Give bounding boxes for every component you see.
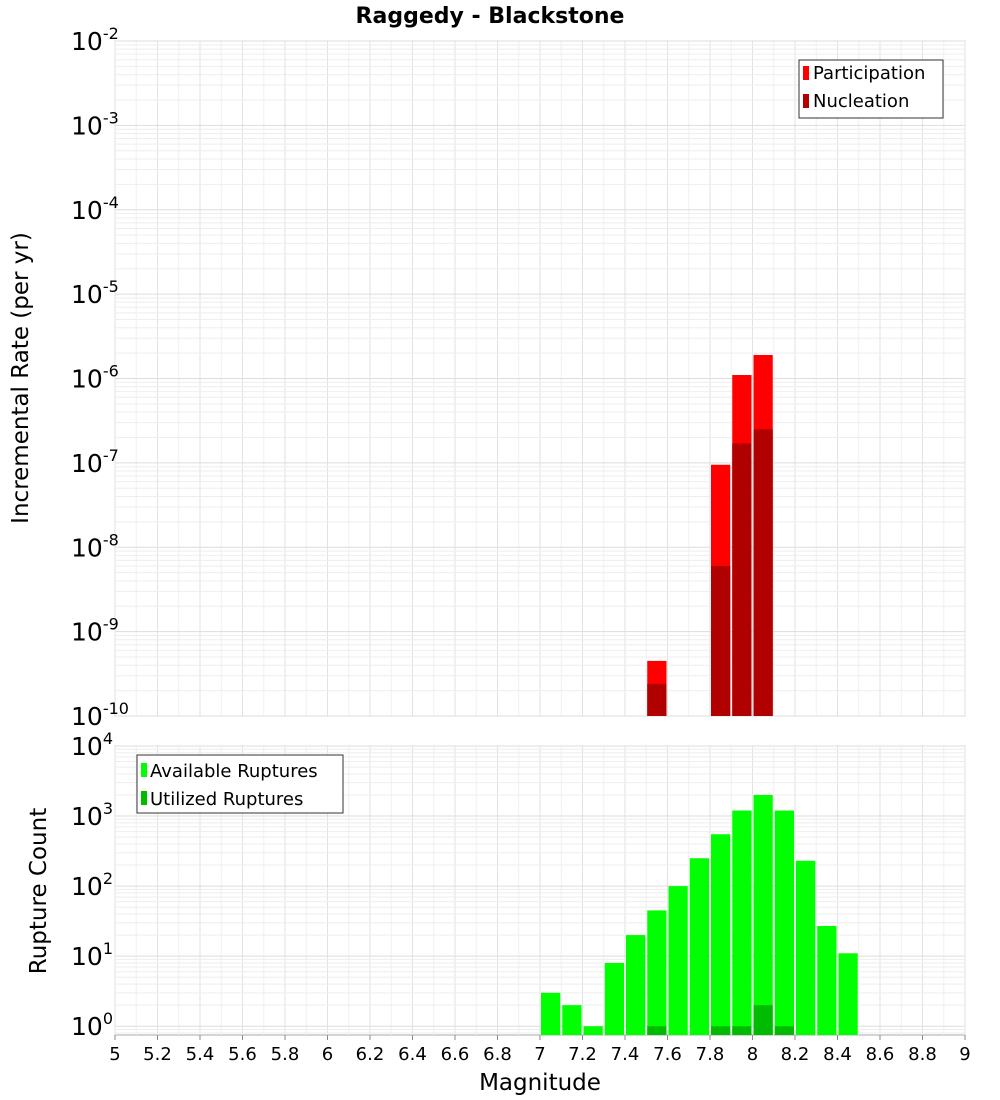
x-tick-label: 8.6 [866, 1044, 895, 1065]
count-legend: Available Ruptures Utilized Ruptures [136, 754, 344, 814]
x-tick-label: 5.2 [143, 1044, 172, 1065]
count-bar-available-ruptures-7.65 [668, 886, 688, 1035]
x-tick-label: 7 [534, 1044, 545, 1065]
x-tick-label: 6.6 [441, 1044, 470, 1065]
rate-y-tick-label: 10-8 [71, 530, 119, 562]
rate-legend: Participation Nucleation [798, 59, 944, 119]
x-tick-label: 9 [959, 1044, 970, 1065]
legend-swatch-nucleation [803, 94, 809, 108]
count-y-tick-label: 102 [71, 869, 113, 901]
count-bar-utilized-ruptures-8.15 [774, 1026, 794, 1035]
rate-bar-nucleation-7.95 [732, 443, 752, 716]
rate-y-tick-label: 10-10 [71, 699, 129, 731]
x-tick-label: 5 [109, 1044, 120, 1065]
rate-y-tick-label: 10-4 [71, 193, 119, 225]
x-tick-label: 7.2 [568, 1044, 597, 1065]
count-y-tick-label: 100 [71, 1009, 113, 1041]
count-y-tick-label: 103 [71, 799, 113, 831]
count-bar-available-ruptures-7.05 [541, 992, 561, 1035]
x-tick-label: 6.8 [483, 1044, 512, 1065]
x-tick-label: 5.4 [186, 1044, 215, 1065]
x-tick-label: 6 [322, 1044, 333, 1065]
count-bar-utilized-ruptures-8.05 [753, 1005, 773, 1035]
legend-label-available: Available Ruptures [150, 761, 318, 782]
count-bar-available-ruptures-7.75 [689, 858, 709, 1035]
count-bar-utilized-ruptures-7.95 [732, 1026, 752, 1035]
legend-label-utilized: Utilized Ruptures [150, 789, 303, 810]
rate-y-axis-label: Incremental Rate (per yr) [8, 232, 34, 524]
x-tick-label: 5.6 [228, 1044, 257, 1065]
legend-label-participation: Participation [813, 63, 925, 84]
legend-swatch-participation [803, 66, 809, 80]
x-axis-label: Magnitude [479, 1070, 601, 1096]
rate-y-tick-label: 10-7 [71, 446, 119, 478]
x-tick-label: 7.8 [696, 1044, 725, 1065]
count-bar-available-ruptures-7.55 [647, 910, 667, 1035]
count-bar-available-ruptures-7.25 [583, 1026, 603, 1035]
rate-bar-nucleation-7.55 [647, 683, 667, 716]
x-tick-label: 8.8 [908, 1044, 937, 1065]
x-tick-label: 8 [747, 1044, 758, 1065]
x-tick-label: 7.4 [611, 1044, 640, 1065]
count-bar-available-ruptures-8.15 [774, 810, 794, 1035]
count-bar-available-ruptures-7.95 [732, 810, 752, 1035]
count-y-axis-label: Rupture Count [26, 808, 52, 974]
rate-y-tick-label: 10-5 [71, 277, 119, 309]
rate-y-tick-label: 10-6 [71, 362, 119, 394]
chart-title: Raggedy - Blackstone [356, 4, 625, 29]
rate-bar-nucleation-7.85 [711, 565, 731, 716]
rate-y-tick-label: 10-2 [71, 24, 119, 56]
rate-y-tick-label: 10-9 [71, 615, 119, 647]
x-tick-label: 5.8 [271, 1044, 300, 1065]
count-bar-available-ruptures-7.85 [711, 834, 731, 1035]
count-bar-available-ruptures-7.45 [626, 935, 646, 1035]
count-bar-utilized-ruptures-7.85 [711, 1026, 731, 1035]
x-tick-label: 6.4 [398, 1044, 427, 1065]
count-bar-available-ruptures-8.05 [753, 794, 773, 1035]
count-bar-available-ruptures-8.45 [838, 953, 858, 1035]
count-bar-available-ruptures-8.25 [796, 860, 816, 1035]
x-tick-label: 8.2 [781, 1044, 810, 1065]
count-bar-available-ruptures-8.35 [817, 925, 837, 1035]
legend-label-nucleation: Nucleation [813, 91, 909, 112]
count-bar-available-ruptures-7.15 [562, 1005, 582, 1035]
x-tick-label: 7.6 [653, 1044, 682, 1065]
count-y-tick-label: 104 [71, 729, 113, 761]
rate-plot: 10-10 10-9 10-8 10-7 10-6 10-5 10-4 10-3 10-2 In… [8, 24, 966, 731]
count-y-tick-label: 101 [71, 939, 113, 971]
count-bar-utilized-ruptures-7.55 [647, 1026, 667, 1035]
x-tick-label: 8.4 [823, 1044, 852, 1065]
count-bar-available-ruptures-7.35 [604, 962, 624, 1035]
rate-y-tick-label: 10-3 [71, 108, 119, 140]
legend-swatch-available [141, 763, 147, 777]
rate-bar-nucleation-8.05 [753, 429, 773, 716]
count-plot: 100 101 102 103 104 5 5.2 5.4 5.6 5.8 6 6.2 6.4 6.6 6… [26, 729, 971, 1096]
legend-swatch-utilized [141, 791, 147, 805]
x-tick-label: 6.2 [356, 1044, 385, 1065]
